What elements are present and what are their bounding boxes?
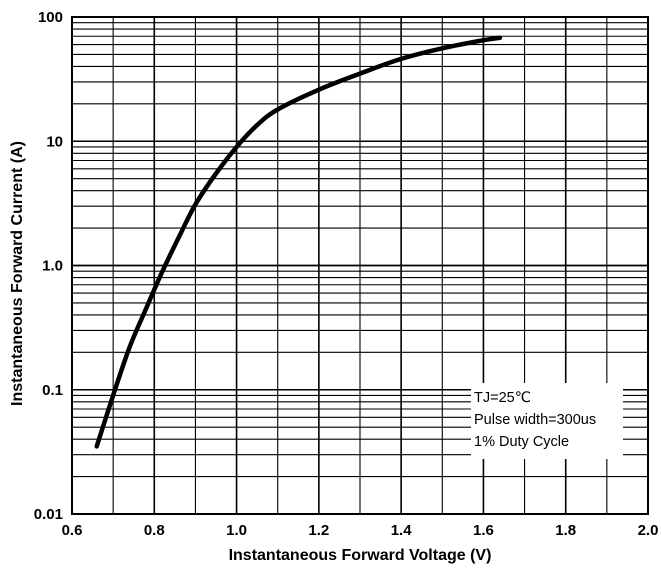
x-tick-label: 0.8 <box>144 522 165 539</box>
condition-note: 1% Duty Cycle <box>474 434 569 450</box>
conditions-box-background <box>471 383 623 459</box>
y-tick-label: 0.01 <box>34 506 63 523</box>
forward-current-curve <box>94 35 503 449</box>
x-axis-label: Instantaneous Forward Voltage (V) <box>229 547 492 564</box>
condition-note: TJ=25℃ <box>474 390 531 406</box>
plot-frame <box>71 16 649 515</box>
x-tick-label: 1.2 <box>308 522 329 539</box>
y-tick-label: 100 <box>38 9 63 26</box>
y-tick-label: 0.1 <box>42 382 63 399</box>
x-tick-label: 1.8 <box>555 522 576 539</box>
condition-note: Pulse width=300us <box>474 412 596 428</box>
x-tick-label: 0.6 <box>62 522 83 539</box>
x-tick-label: 2.0 <box>638 522 659 539</box>
x-tick-label: 1.6 <box>473 522 494 539</box>
conditions-box: TJ=25℃ Pulse width=300us 1% Duty Cycle <box>471 383 623 459</box>
x-tick-label: 1.0 <box>226 522 247 539</box>
x-tick-labels: 0.6 0.8 1.0 1.2 1.4 1.6 1.8 2.0 <box>62 522 659 539</box>
y-axis-label: Instantaneous Forward Current (A) <box>9 141 26 406</box>
y-tick-label: 10 <box>46 133 63 150</box>
x-tick-label: 1.4 <box>391 522 413 539</box>
y-tick-label: 1.0 <box>42 258 63 275</box>
y-tick-labels: 0.01 0.1 1.0 10 100 <box>34 9 63 523</box>
